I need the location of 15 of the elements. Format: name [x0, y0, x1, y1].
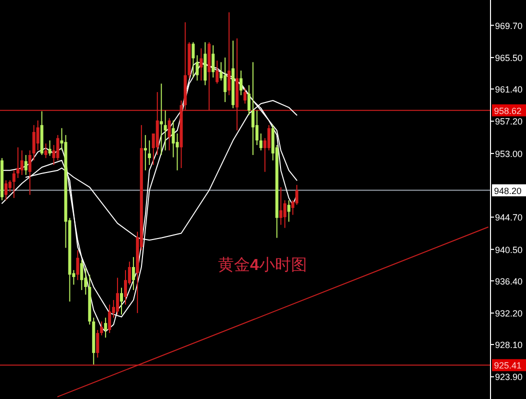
- ref-line-label: 958.62: [494, 106, 522, 116]
- y-tick-label: 953.00: [495, 148, 523, 159]
- y-tick-label: 969.70: [495, 20, 523, 31]
- y-tick-label: 957.20: [495, 116, 523, 127]
- y-tick-label: 944.70: [495, 212, 523, 223]
- y-tick-label: 923.90: [495, 372, 523, 382]
- ref-line-label: 925.41: [494, 360, 522, 371]
- annotation: 黄金4小时图: [218, 256, 307, 274]
- y-tick-label: 961.40: [495, 84, 523, 95]
- y-tick-label: 965.50: [495, 53, 523, 64]
- ref-line-label: 948.20: [494, 186, 522, 196]
- y-tick-label: 940.50: [495, 244, 523, 255]
- y-tick-label: 936.40: [495, 276, 523, 286]
- y-tick-label: 928.10: [495, 340, 523, 350]
- y-tick-label: 932.20: [495, 308, 523, 319]
